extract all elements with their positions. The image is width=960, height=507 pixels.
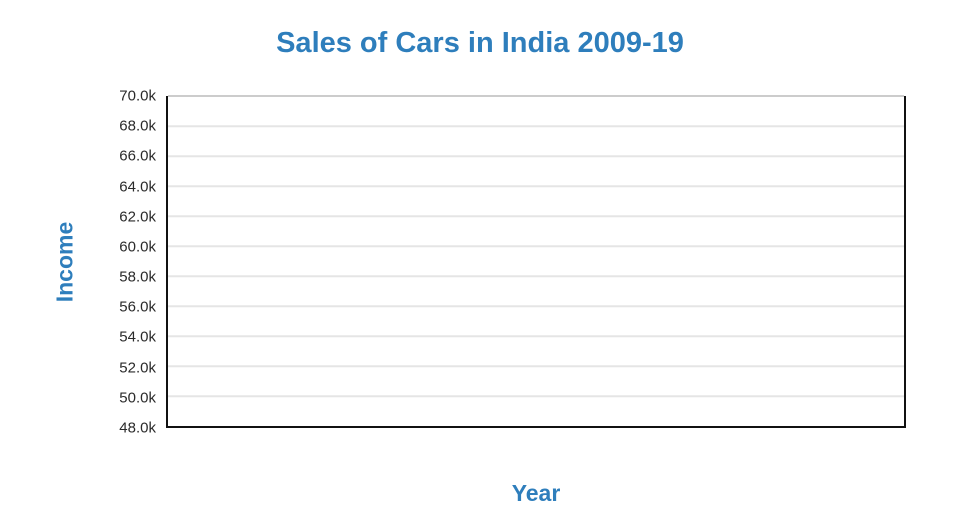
x-axis-title: Year: [511, 480, 561, 506]
y-tick-label: 56.0k: [119, 298, 156, 316]
gridline: [168, 245, 904, 247]
y-tick-label: 48.0k: [119, 419, 156, 437]
gridline: [168, 335, 904, 337]
y-tick-label: 70.0k: [119, 87, 156, 105]
gridline: [168, 155, 904, 157]
y-tick-label: 58.0k: [119, 268, 156, 286]
chart-title: Sales of Cars in India 2009-19: [276, 27, 684, 59]
y-tick-label: 50.0k: [119, 389, 156, 407]
y-tick-label: 64.0k: [119, 178, 156, 196]
gridline: [168, 215, 904, 217]
gridline: [168, 395, 904, 397]
y-tick-label: 66.0k: [119, 147, 156, 165]
y-tick-label: 54.0k: [119, 328, 156, 346]
y-axis-tick-labels: 70.0k 68.0k 66.0k 64.0k 62.0k 60.0k 58.0k 56.0k…: [0, 89, 156, 436]
gridline: [168, 125, 904, 127]
y-tick-label: 60.0k: [119, 238, 156, 256]
gridline: [168, 95, 904, 97]
gridline: [168, 185, 904, 187]
plot-area: [166, 95, 906, 428]
gridline: [168, 305, 904, 307]
gridline: [168, 365, 904, 367]
gridline: [168, 275, 904, 277]
y-tick-label: 62.0k: [119, 208, 156, 226]
y-tick-label: 52.0k: [119, 359, 156, 377]
y-tick-label: 68.0k: [119, 117, 156, 135]
